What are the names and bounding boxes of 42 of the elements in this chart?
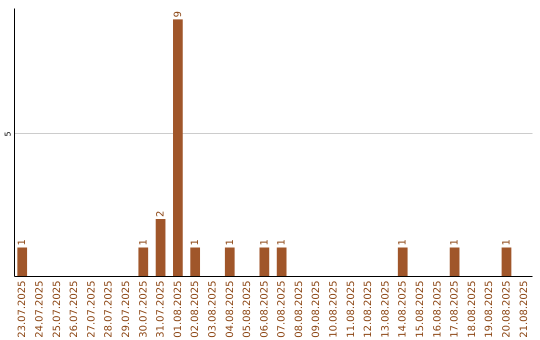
- x-tick-label: 29.07.2025: [120, 280, 132, 338]
- x-tick-label: 02.08.2025: [190, 280, 202, 338]
- data-label: 2: [156, 210, 167, 217]
- y-tick-label: 5: [4, 131, 12, 136]
- data-label: 1: [259, 239, 270, 246]
- data-label: 1: [138, 239, 150, 246]
- x-tick-label: 08.08.2025: [294, 280, 305, 338]
- x-tick-label: 15.08.2025: [415, 280, 426, 338]
- x-tick-label: 09.08.2025: [311, 280, 322, 338]
- x-tick-label: 04.08.2025: [224, 280, 236, 338]
- x-tick-label: 21.08.2025: [518, 280, 530, 338]
- x-tick-label: 18.08.2025: [466, 280, 478, 338]
- x-tick-label: 27.07.2025: [86, 280, 98, 338]
- data-label: 1: [224, 239, 236, 246]
- data-label: 1: [17, 239, 28, 246]
- x-tick-label: 28.07.2025: [104, 280, 115, 338]
- x-tick-label: 31.07.2025: [156, 280, 167, 338]
- x-tick-label: 23.07.2025: [17, 280, 28, 338]
- x-tick-label: 05.08.2025: [242, 280, 254, 338]
- x-tick-label: 11.08.2025: [346, 280, 357, 338]
- x-tick-label: 16.08.2025: [432, 280, 444, 338]
- x-tick-label: 07.08.2025: [276, 280, 288, 338]
- x-tick-label: 06.08.2025: [259, 280, 270, 338]
- data-label: 1: [398, 239, 409, 246]
- data-label: 1: [450, 239, 461, 246]
- data-label: 9: [172, 11, 184, 18]
- x-tick-label: 24.07.2025: [34, 280, 46, 338]
- x-tick-label: 26.07.2025: [69, 280, 80, 338]
- x-tick-label: 01.08.2025: [172, 280, 184, 338]
- x-tick-label: 12.08.2025: [363, 280, 374, 338]
- x-tick-label: 20.08.2025: [501, 280, 512, 338]
- data-label: 1: [276, 239, 288, 246]
- x-tick-label: 14.08.2025: [398, 280, 409, 338]
- data-label: 1: [501, 239, 512, 246]
- x-tick-label: 17.08.2025: [450, 280, 461, 338]
- x-tick-label: 25.07.2025: [52, 280, 63, 338]
- x-tick-label: 30.07.2025: [138, 280, 150, 338]
- x-tick-label: 19.08.2025: [484, 280, 496, 338]
- data-label: 1: [190, 239, 202, 246]
- x-tick-label: 03.08.2025: [207, 280, 218, 338]
- x-tick-label: 10.08.2025: [328, 280, 340, 338]
- x-tick-label: 13.08.2025: [380, 280, 392, 338]
